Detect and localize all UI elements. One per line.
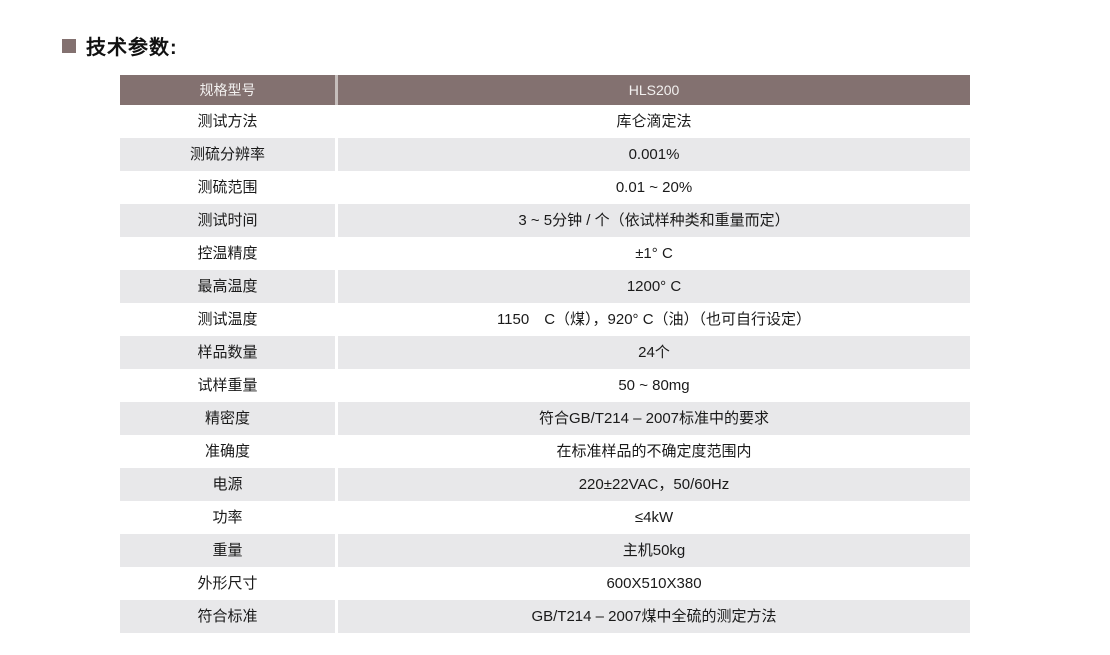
- param-value-cell: 1150 C（煤），920° C（油）（也可自行设定）: [335, 303, 970, 336]
- param-value-cell: 符合GB/T214 – 2007标准中的要求: [335, 402, 970, 435]
- table-row: 电源 220±22VAC，50/60Hz: [120, 468, 970, 501]
- param-label-cell: 重量: [212, 542, 243, 559]
- param-label-cell: 准确度: [204, 443, 250, 460]
- param-label-cell: 控温精度: [197, 245, 258, 262]
- table-row: 测试时间 3 ~ 5分钟 / 个（依试样种类和重量而定）: [120, 204, 970, 237]
- table-row: 测硫范围 0.01 ~ 20%: [120, 171, 970, 204]
- param-value-cell: ±1° C: [335, 237, 970, 270]
- param-value-cell: 在标准样品的不确定度范围内: [335, 435, 970, 468]
- param-value-cell: 库仑滴定法: [335, 105, 970, 138]
- table-row: 样品数量 24个: [120, 336, 970, 369]
- param-label-cell: 测试温度: [197, 311, 258, 328]
- param-label-cell: 功率: [212, 509, 243, 526]
- table-row: 精密度 符合GB/T214 – 2007标准中的要求: [120, 402, 970, 435]
- param-label-cell: 最高温度: [197, 278, 258, 295]
- param-value-cell: GB/T214 – 2007煤中全硫的测定方法: [335, 600, 970, 633]
- table-row: 测硫分辨率 0.001%: [120, 138, 970, 171]
- param-label-cell: 测硫分辨率: [189, 146, 265, 163]
- param-value-cell: 600X510X380: [335, 567, 970, 600]
- param-label-cell: 符合标准: [197, 608, 258, 625]
- param-value-cell: 1200° C: [335, 270, 970, 303]
- param-value-cell: 主机50kg: [335, 534, 970, 567]
- table-row: 功率 ≤4kW: [120, 501, 970, 534]
- table-row: 控温精度 ±1° C: [120, 237, 970, 270]
- section-title-text: 技术参数:: [86, 37, 178, 59]
- table-row: 试样重量 50 ~ 80mg: [120, 369, 970, 402]
- param-label-cell: 试样重量: [197, 377, 258, 394]
- param-label-cell: 电源: [212, 476, 243, 493]
- param-value-cell: 0.01 ~ 20%: [335, 171, 970, 204]
- param-label-cell: 测试方法: [197, 113, 258, 130]
- param-label-cell: 精密度: [204, 410, 250, 427]
- param-value-cell: 0.001%: [335, 138, 970, 171]
- param-value-cell: ≤4kW: [335, 501, 970, 534]
- param-label-cell: 测试时间: [197, 212, 258, 229]
- header-model-value-cell: HLS200: [335, 75, 970, 105]
- table-row: 最高温度 1200° C: [120, 270, 970, 303]
- param-label-cell: 样品数量: [197, 344, 258, 361]
- header-model-label-cell: 规格型号: [199, 82, 256, 98]
- param-value-cell: 50 ~ 80mg: [335, 369, 970, 402]
- square-bullet-icon: [62, 38, 76, 53]
- table-row: 重量 主机50kg: [120, 534, 970, 567]
- table-row: 符合标准 GB/T214 – 2007煤中全硫的测定方法: [120, 600, 970, 633]
- param-label-cell: 外形尺寸: [197, 575, 258, 592]
- section-title: 技术参数:: [62, 31, 178, 60]
- param-value-cell: 24个: [335, 336, 970, 369]
- table-row: 测试温度 1150 C（煤），920° C（油）（也可自行设定）: [120, 303, 970, 336]
- param-label-cell: 测硫范围: [197, 179, 258, 196]
- table-header-row: 规格型号 HLS200: [120, 75, 970, 105]
- spec-table: 规格型号 HLS200 测试方法 库仑滴定法测硫分辨率 0.001% 测硫范围 0.01…: [120, 75, 970, 633]
- table-body: 测试方法 库仑滴定法测硫分辨率 0.001% 测硫范围 0.01 ~ 20% 测试时间 3 …: [120, 105, 970, 633]
- param-value-cell: 220±22VAC，50/60Hz: [335, 468, 970, 501]
- table-row: 测试方法 库仑滴定法: [120, 105, 970, 138]
- table-row: 外形尺寸 600X510X380: [120, 567, 970, 600]
- table-row: 准确度 在标准样品的不确定度范围内: [120, 435, 970, 468]
- param-value-cell: 3 ~ 5分钟 / 个（依试样种类和重量而定）: [335, 204, 970, 237]
